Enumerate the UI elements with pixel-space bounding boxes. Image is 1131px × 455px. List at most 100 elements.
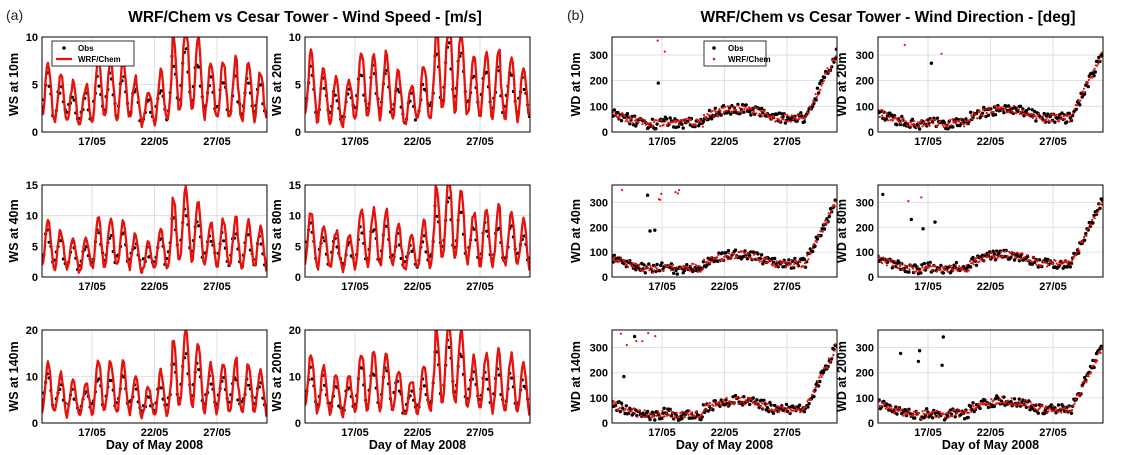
model-point [625,343,628,347]
model-point [736,104,739,107]
axes-frame [611,184,838,278]
data-layer [42,330,267,420]
model-point [1040,117,1043,120]
model-point [948,410,951,414]
model-point [796,114,799,117]
model-point [980,401,984,404]
data-layer [878,43,1103,131]
model-point [726,105,729,108]
model-point [625,263,628,266]
obs-point [729,112,733,116]
model-point [1016,251,1019,254]
model-point [942,126,946,129]
model-point [1002,254,1005,257]
model-point [972,263,975,266]
obs-point [917,349,922,353]
model-point [1084,90,1087,94]
model-point [830,210,833,213]
model-point [638,263,642,266]
model-point [925,413,928,416]
model-point [821,373,824,376]
obs-point [787,258,791,262]
model-point [1071,118,1074,121]
obs-point [662,119,666,123]
model-point [672,263,675,266]
model-point [993,104,997,107]
model-point [998,255,1001,258]
model-point [637,120,640,124]
model-point [964,120,967,123]
obs-point [773,403,777,408]
model-point [929,265,932,268]
model-point [889,260,892,263]
model-point [821,230,824,233]
model-point [761,402,764,405]
model-point [945,268,948,272]
model-point [1048,120,1051,123]
data-layer [305,37,530,129]
model-point [1100,347,1103,350]
model-point [618,117,621,120]
model-point [934,265,937,268]
model-point [806,400,809,403]
model-point [706,403,709,406]
model-point [832,353,835,357]
model-point [885,264,889,267]
model-point [976,255,979,259]
obs-point [710,117,714,121]
model-point [1065,410,1068,414]
model-point [979,257,982,260]
model-point [724,400,727,403]
obs-point [773,256,777,261]
model-point [892,265,896,268]
obs-point [827,214,831,219]
obs-point [933,220,937,224]
model-point [683,416,687,419]
model-point [1091,76,1094,79]
subplot-wd140: 0 100 200 300 17/05 22/05 27/05 WD at 140m Day o… [569,329,838,452]
obs-point [974,263,979,267]
y-tick-label: 10 [289,372,301,384]
model-point [640,117,643,120]
obs-point [724,251,728,255]
model-point [638,409,642,412]
obs-point [472,227,476,231]
model-point [649,265,652,268]
model-point [951,414,954,418]
model-point [987,252,991,255]
obs-point [621,406,625,410]
obs-point [780,112,784,116]
model-point [754,403,757,406]
model-point [805,114,808,117]
y-tick-label: 20 [289,325,301,337]
model-point [619,332,623,335]
model-point [788,411,791,414]
model-point [695,265,699,268]
model-line [42,330,267,420]
model-point [999,106,1003,109]
model-point [742,250,745,253]
model-point [648,124,651,127]
obs-point [882,399,886,404]
model-point [1086,228,1089,231]
model-point [714,110,718,114]
model-point [939,120,942,123]
model-point [751,258,754,261]
obs-point [898,351,903,356]
model-point [1006,255,1010,258]
obs-point [1082,92,1087,96]
model-point [801,408,804,411]
model-point [624,120,627,123]
obs-point [1030,108,1035,112]
y-axis-label: WD at 20m [835,53,849,117]
x-tick-label: 22/05 [711,136,739,148]
model-point [1036,259,1039,262]
y-tick-label: 200 [856,368,874,380]
model-point [672,412,675,415]
model-point [1037,112,1040,115]
obs-point [522,234,526,238]
model-point [789,262,792,265]
model-point [935,409,938,412]
model-point [960,266,963,269]
model-point [790,114,794,117]
